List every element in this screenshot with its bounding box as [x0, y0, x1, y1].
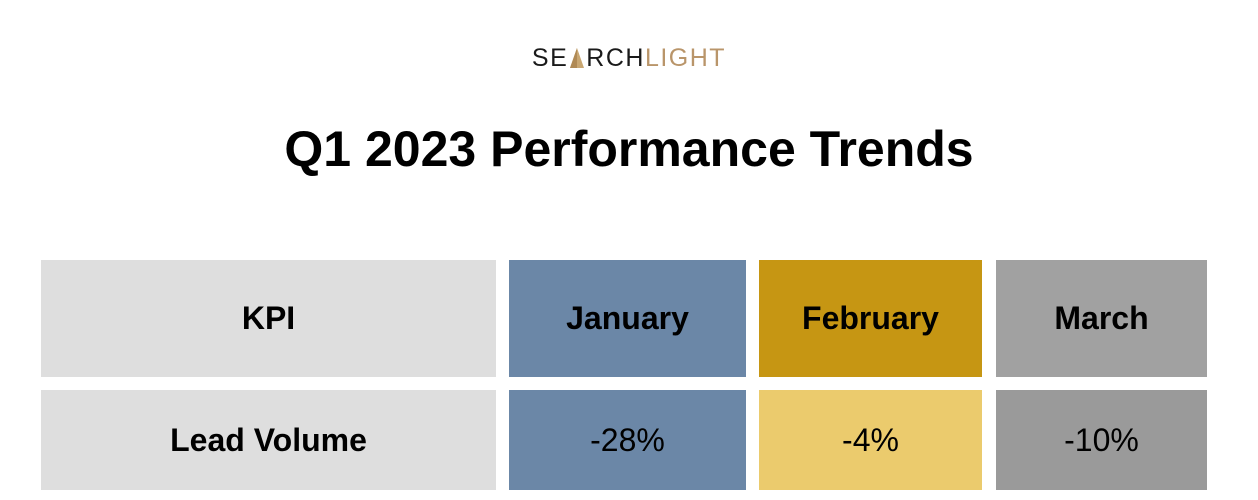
logo-text: RCH: [586, 44, 645, 72]
table-cell: -4%: [759, 390, 982, 490]
logo: SE RCHLIGHT: [0, 44, 1258, 73]
header-cell: February: [759, 260, 982, 377]
table-cell: Lead Volume: [41, 390, 496, 490]
logo-text: LIGHT: [644, 44, 727, 72]
logo-text: SE: [531, 44, 569, 72]
table-cell: -28%: [509, 390, 746, 490]
header-cell: KPI: [41, 260, 496, 377]
header-cell: January: [509, 260, 746, 377]
logo-icon: [570, 48, 585, 68]
table-cell: -10%: [996, 390, 1207, 490]
page-title: Q1 2023 Performance Trends: [284, 121, 974, 177]
header-cell: March: [996, 260, 1207, 377]
